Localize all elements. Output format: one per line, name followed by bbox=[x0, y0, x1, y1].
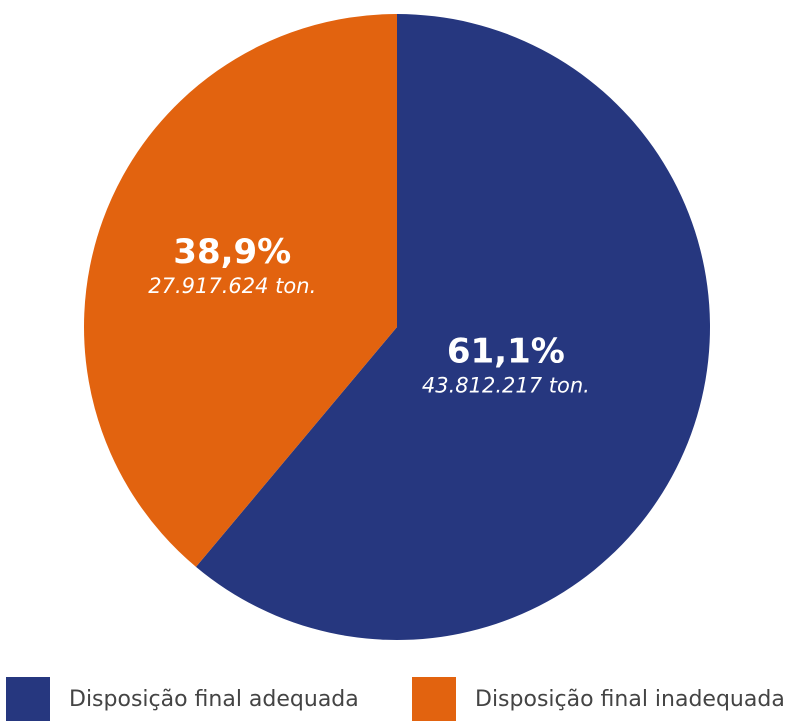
slice-adequada bbox=[195, 14, 710, 640]
slice-inadequada-tonnage-label: 27.917.624 ton. bbox=[148, 274, 316, 298]
legend-item-inadequada: Disposição final inadequada bbox=[412, 676, 785, 722]
legend-label-inadequada: Disposição final inadequada bbox=[475, 686, 785, 712]
legend-swatch-inadequada bbox=[412, 677, 456, 721]
slice-adequada-percent-label: 61,1% bbox=[447, 332, 565, 372]
legend-swatch-adequada bbox=[6, 677, 50, 721]
pie-slices bbox=[84, 14, 710, 640]
slice-inadequada-percent-label: 38,9% bbox=[173, 232, 291, 272]
slice-adequada-tonnage-label: 43.812.217 ton. bbox=[422, 374, 590, 398]
legend: Disposição final adequada Disposição fin… bbox=[0, 676, 797, 722]
pie-chart: 61,1% 43.812.217 ton. 38,9% 27.917.624 t… bbox=[84, 14, 710, 640]
slice-inadequada bbox=[84, 14, 398, 567]
legend-label-adequada: Disposição final adequada bbox=[69, 686, 359, 712]
legend-item-adequada: Disposição final adequada bbox=[6, 676, 359, 722]
